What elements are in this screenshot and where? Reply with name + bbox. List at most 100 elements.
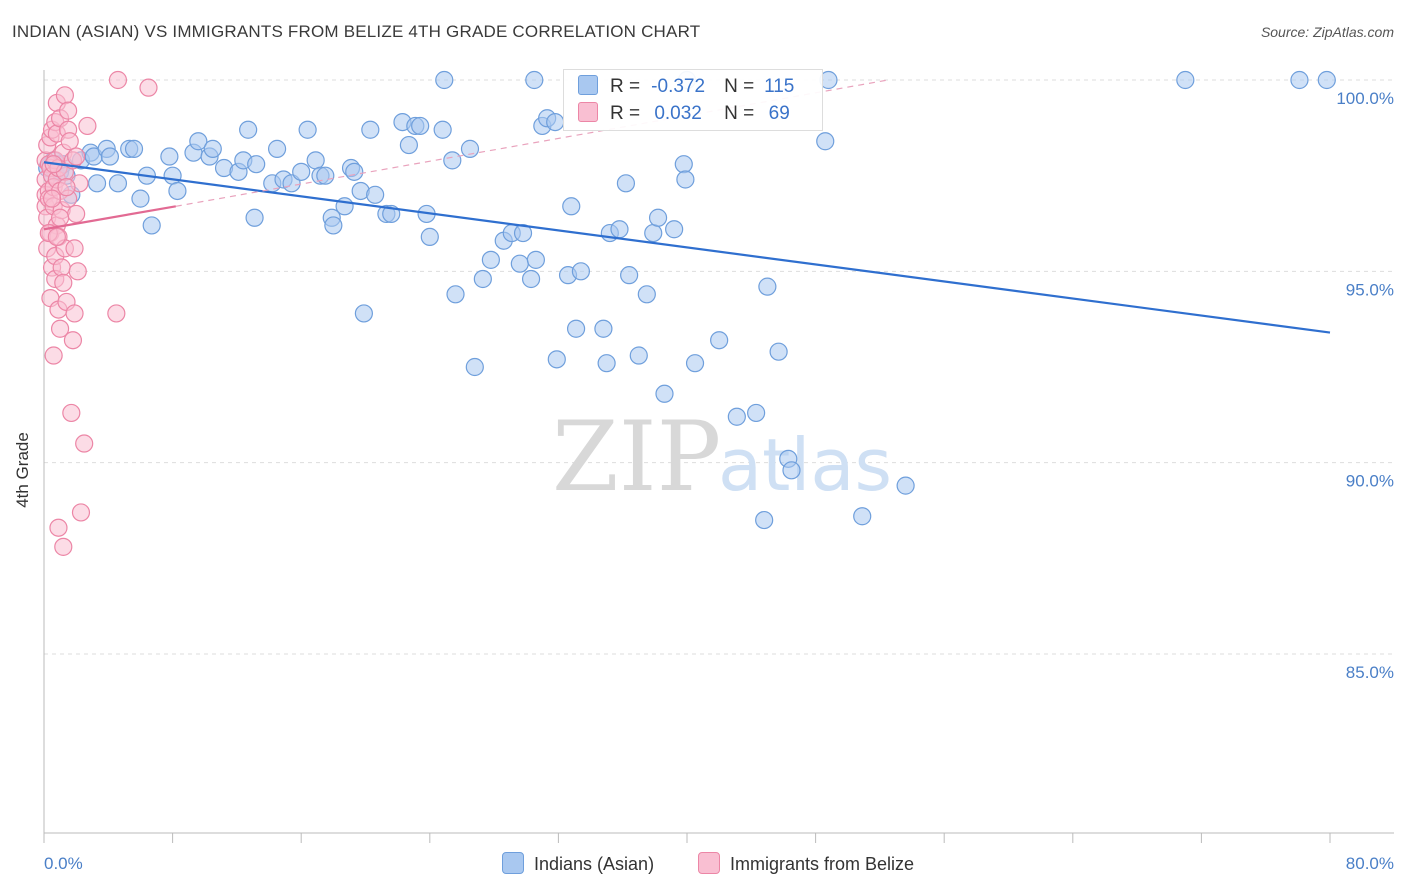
y-tick-label: 90.0% [1346,472,1394,491]
data-point-indians [203,139,222,158]
data-point-indians [247,155,266,174]
data-point-indians [142,216,161,235]
legend-swatch-pink [578,102,598,122]
data-point-belize [75,434,94,453]
data-point-belize [65,304,84,323]
data-point-indians [685,354,705,373]
data-point-belize [54,537,73,556]
data-point-indians [676,170,695,189]
chart-source: Source: ZipAtlas.com [1260,24,1394,40]
legend-r-value: -0.372 [651,76,706,97]
bottom-legend-belize[interactable]: Immigrants from Belize [698,852,914,875]
trend-line-indians [43,161,1331,334]
data-point-indians [239,120,258,139]
legend-row-indians: R = -0.372 N = 115 [578,75,804,99]
data-point-indians [727,407,746,426]
data-point-indians [473,269,492,289]
x-tick-labels: 0.0% 80.0% [44,854,1394,873]
data-point-indians [758,277,777,296]
data-point-belize [42,189,62,208]
legend-n-value: 69 [768,103,790,124]
data-point-indians [446,285,465,304]
data-point-indians [896,476,915,495]
data-point-indians [547,350,566,369]
data-point-indians [521,269,541,289]
data-point-indians [87,174,107,193]
data-point-indians [1290,70,1309,90]
bottom-legend-indians[interactable]: Indians (Asian) [502,852,654,875]
bottom-legend-label: Immigrants from Belize [730,854,915,874]
data-point-belize [55,86,74,105]
data-point-indians [131,189,150,208]
data-point-indians [420,227,439,246]
data-point-belize [50,208,70,227]
data-point-indians [100,147,120,166]
y-tick-label: 85.0% [1346,663,1394,682]
watermark-zip: ZIP [552,401,721,513]
data-point-indians [245,208,264,227]
data-point-belize [50,319,70,338]
trend-line-belize [43,205,177,231]
data-point-indians [306,151,325,170]
data-point-indians [292,162,311,181]
data-point-indians [354,304,373,323]
data-point-indians [160,147,179,166]
data-point-indians [546,112,565,132]
data-point-indians [526,250,545,269]
data-point-indians [571,262,591,281]
legend-n-value: 115 [764,76,795,97]
data-point-belize [60,132,79,151]
data-point-indians [620,266,639,285]
data-point-indians [710,331,729,350]
data-point-indians [316,166,335,185]
data-point-indians [510,254,529,273]
data-point-indians [597,354,616,373]
data-point-indians [648,208,668,227]
data-point-belize [54,273,73,292]
data-point-belize [62,403,81,423]
y-tick-label: 95.0% [1346,280,1394,299]
data-point-belize [107,304,126,323]
watermark-atlas: atlas [718,423,892,507]
data-point-indians [616,174,636,193]
legend-r-label: R = [610,76,641,97]
data-point-belize [139,78,158,97]
data-point-indians [747,403,766,423]
data-point-belize [57,178,76,197]
data-point-indians [108,174,128,193]
data-point-indians [644,223,663,243]
data-point-indians [345,162,364,181]
legend-n-label: N = [724,76,755,97]
data-point-indians [655,384,674,403]
data-point-belize [44,346,63,365]
data-point-indians [610,220,629,239]
data-point-indians [399,135,419,155]
data-point-indians [594,319,613,338]
data-point-indians [298,120,317,139]
data-point-indians [665,220,684,239]
x-tick-label: 80.0% [1346,854,1394,873]
data-point-indians [443,151,462,170]
data-point-indians [782,461,801,480]
data-point-indians [769,342,788,361]
data-point-indians [637,285,656,304]
legend-swatch-blue [502,852,524,874]
data-point-indians [366,185,385,204]
data-point-belize [67,204,86,224]
watermark: ZIP atlas [552,401,892,513]
data-point-indians [361,120,380,139]
data-point-indians [1176,70,1195,90]
y-tick-labels: 85.0% 90.0% 95.0% 100.0% [1336,89,1394,682]
correlation-legend: R = -0.372 N = 115 R = 0.032 N = 69 [563,69,823,131]
data-point-indians [525,70,544,90]
legend-swatch-blue [578,75,598,95]
data-point-belize [65,239,84,258]
data-point-belize [63,331,83,350]
trend-lines [43,79,1331,334]
legend-n-label: N = [724,103,755,124]
data-point-indians [853,507,872,526]
data-point-indians [435,70,454,90]
data-point-indians [513,223,533,243]
data-point-indians [562,197,581,216]
